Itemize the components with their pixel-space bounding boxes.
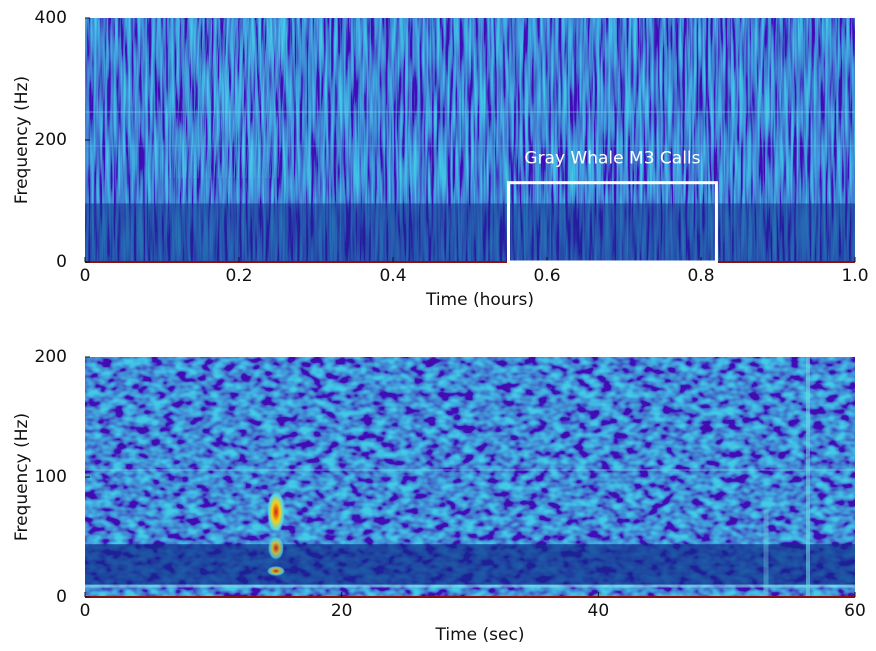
hot-spot (268, 536, 284, 560)
y-tick-label: 400 (35, 8, 67, 28)
x-axis-label: Time (hours) (425, 290, 534, 310)
streak (169, 19, 181, 179)
streak (229, 19, 241, 179)
hot-spot (267, 490, 285, 534)
spectrogram (85, 111, 855, 598)
x-tick-label: 0.2 (225, 266, 252, 286)
low-band (85, 203, 855, 262)
x-tick-label: 20 (331, 601, 353, 621)
streak (181, 19, 193, 179)
streak (185, 19, 197, 179)
streak (225, 19, 237, 179)
low-band (85, 544, 855, 585)
y-axis-label: Frequency (Hz) (12, 413, 32, 541)
streak (237, 19, 249, 179)
x-tick-label: 40 (588, 601, 610, 621)
y-tick-label: 0 (56, 252, 67, 272)
streak (277, 19, 289, 179)
streak (233, 19, 245, 179)
streak (193, 19, 205, 179)
y-tick-label: 200 (35, 130, 67, 150)
streak (245, 19, 257, 179)
y-tick-label: 100 (35, 467, 67, 487)
y-tick-label: 0 (56, 587, 67, 607)
streak (221, 19, 233, 179)
streak (217, 19, 229, 179)
hot-spot (267, 566, 285, 576)
streak (189, 19, 201, 179)
x-tick-label: 60 (844, 601, 866, 621)
y-tick-label: 200 (35, 347, 67, 367)
streak (241, 19, 253, 179)
spectrogram (85, 18, 855, 263)
x-tick-label: 0.4 (379, 266, 406, 286)
streak (213, 19, 225, 179)
streak (249, 19, 261, 179)
streak (261, 19, 273, 179)
annotation-label: Gray Whale M3 Calls (524, 149, 700, 169)
y-axis-label: Frequency (Hz) (12, 76, 32, 204)
x-tick-label: 0.6 (533, 266, 560, 286)
streak (253, 19, 265, 179)
x-tick-label: 0.8 (687, 266, 714, 286)
streak (201, 19, 213, 179)
x-axis-label: Time (sec) (435, 625, 525, 645)
streak (209, 19, 221, 179)
x-tick-label: 0 (80, 266, 91, 286)
streak (269, 19, 281, 179)
annotation-box (507, 181, 718, 264)
streak (173, 19, 185, 179)
streak (177, 19, 189, 179)
x-tick-label: 1.0 (841, 266, 868, 286)
streak (197, 19, 209, 179)
streak (257, 19, 269, 179)
streak (273, 19, 285, 179)
streak (205, 19, 217, 179)
streak (265, 19, 277, 179)
x-tick-label: 0 (80, 601, 91, 621)
